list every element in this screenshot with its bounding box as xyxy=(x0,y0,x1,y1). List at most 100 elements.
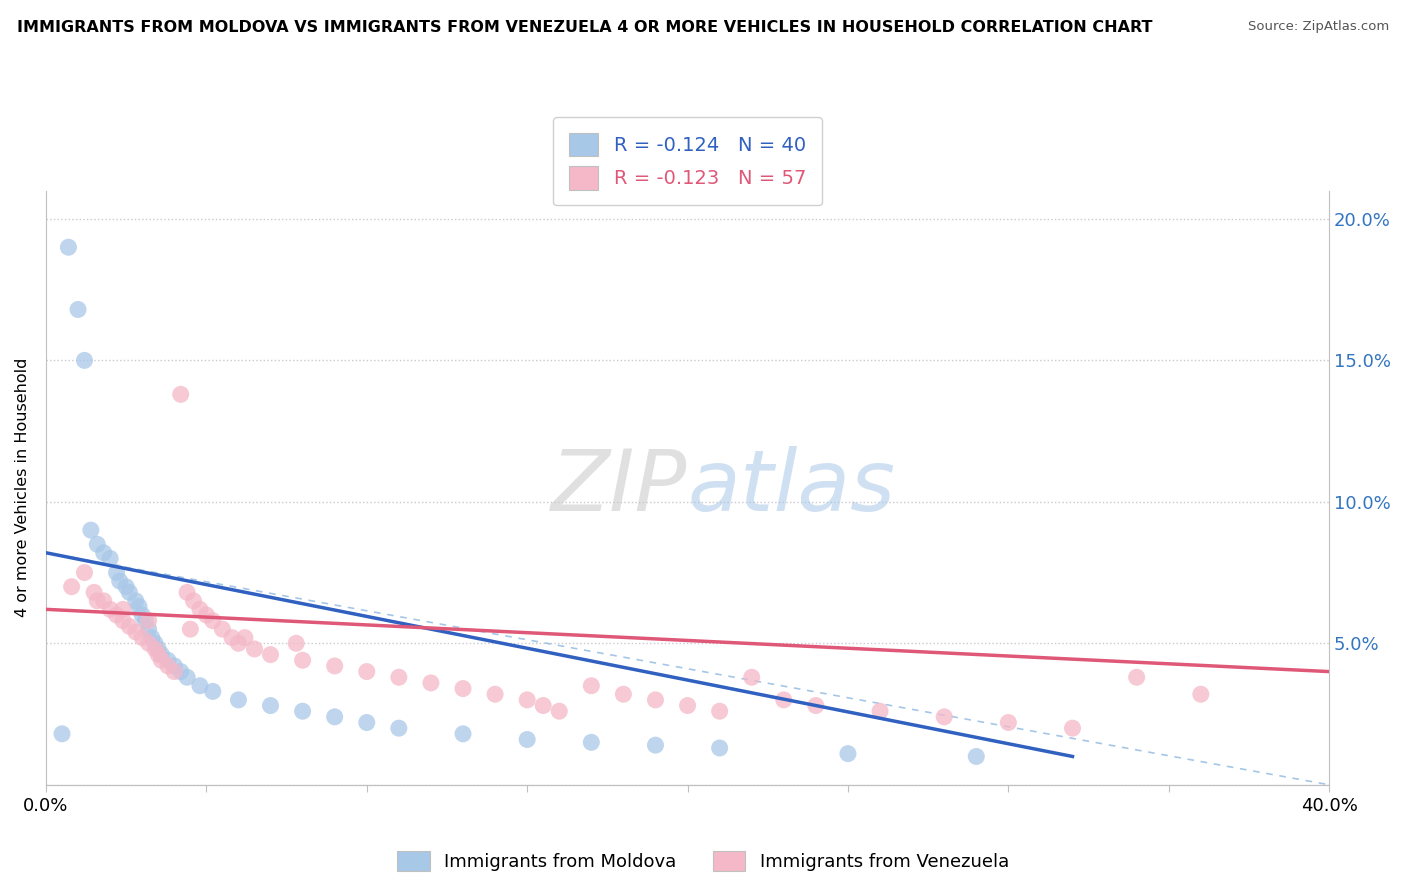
Point xyxy=(73,353,96,368)
Point xyxy=(93,594,115,608)
Point xyxy=(143,642,166,657)
Point xyxy=(176,670,198,684)
Point xyxy=(516,732,538,747)
Point xyxy=(86,537,108,551)
Point xyxy=(709,704,731,718)
Point xyxy=(201,614,224,628)
Point xyxy=(531,698,554,713)
Point xyxy=(323,659,346,673)
Point xyxy=(118,585,141,599)
Point xyxy=(67,302,90,317)
Point xyxy=(1062,721,1084,735)
Point xyxy=(148,648,170,662)
Point xyxy=(741,670,763,684)
Point xyxy=(259,648,281,662)
Point xyxy=(51,727,73,741)
Point xyxy=(676,698,699,713)
Point xyxy=(150,653,173,667)
Point xyxy=(934,710,956,724)
Point xyxy=(1125,670,1147,684)
Point xyxy=(170,387,193,401)
Point xyxy=(1189,687,1212,701)
Point xyxy=(125,624,148,639)
Point xyxy=(131,631,153,645)
Point xyxy=(86,594,108,608)
Point xyxy=(259,698,281,713)
Point xyxy=(83,585,105,599)
Point xyxy=(323,710,346,724)
Point xyxy=(170,665,193,679)
Point xyxy=(548,704,571,718)
Legend: Immigrants from Moldova, Immigrants from Venezuela: Immigrants from Moldova, Immigrants from… xyxy=(389,844,1017,879)
Point xyxy=(58,240,80,254)
Point xyxy=(837,747,859,761)
Y-axis label: 4 or more Vehicles in Household: 4 or more Vehicles in Household xyxy=(15,358,30,617)
Point xyxy=(141,631,163,645)
Text: Source: ZipAtlas.com: Source: ZipAtlas.com xyxy=(1249,20,1389,33)
Point xyxy=(93,546,115,560)
Point xyxy=(108,574,131,588)
Point xyxy=(118,619,141,633)
Point xyxy=(105,566,128,580)
Point xyxy=(581,679,603,693)
Point xyxy=(291,653,314,667)
Point xyxy=(148,642,170,657)
Point xyxy=(163,665,186,679)
Point xyxy=(804,698,827,713)
Text: atlas: atlas xyxy=(688,446,896,529)
Point xyxy=(150,648,173,662)
Point xyxy=(138,622,160,636)
Point xyxy=(285,636,308,650)
Point xyxy=(644,738,666,752)
Point xyxy=(451,681,474,696)
Point xyxy=(115,580,138,594)
Point xyxy=(138,614,160,628)
Point xyxy=(484,687,506,701)
Point xyxy=(772,693,794,707)
Point xyxy=(516,693,538,707)
Point xyxy=(228,693,250,707)
Point xyxy=(163,659,186,673)
Point xyxy=(388,670,411,684)
Point xyxy=(356,715,378,730)
Point xyxy=(228,636,250,650)
Point xyxy=(188,602,211,616)
Point xyxy=(73,566,96,580)
Point xyxy=(709,741,731,756)
Point xyxy=(80,523,103,537)
Point xyxy=(105,607,128,622)
Point xyxy=(388,721,411,735)
Point xyxy=(143,636,166,650)
Point xyxy=(98,602,121,616)
Point xyxy=(156,659,179,673)
Point xyxy=(179,622,201,636)
Point xyxy=(111,602,134,616)
Point xyxy=(419,676,441,690)
Point xyxy=(188,679,211,693)
Point xyxy=(138,636,160,650)
Point xyxy=(60,580,83,594)
Point xyxy=(291,704,314,718)
Point xyxy=(965,749,987,764)
Point xyxy=(201,684,224,698)
Point xyxy=(125,594,148,608)
Point xyxy=(195,607,218,622)
Point xyxy=(451,727,474,741)
Text: ZIP: ZIP xyxy=(551,446,688,529)
Point xyxy=(243,642,266,657)
Point xyxy=(131,607,153,622)
Text: IMMIGRANTS FROM MOLDOVA VS IMMIGRANTS FROM VENEZUELA 4 OR MORE VEHICLES IN HOUSE: IMMIGRANTS FROM MOLDOVA VS IMMIGRANTS FR… xyxy=(17,20,1153,35)
Point xyxy=(134,614,156,628)
Point xyxy=(233,631,256,645)
Point xyxy=(111,614,134,628)
Point xyxy=(644,693,666,707)
Point xyxy=(581,735,603,749)
Point xyxy=(612,687,634,701)
Point xyxy=(997,715,1019,730)
Point xyxy=(183,594,205,608)
Point xyxy=(128,599,150,614)
Point xyxy=(221,631,243,645)
Point xyxy=(869,704,891,718)
Point xyxy=(98,551,121,566)
Point xyxy=(356,665,378,679)
